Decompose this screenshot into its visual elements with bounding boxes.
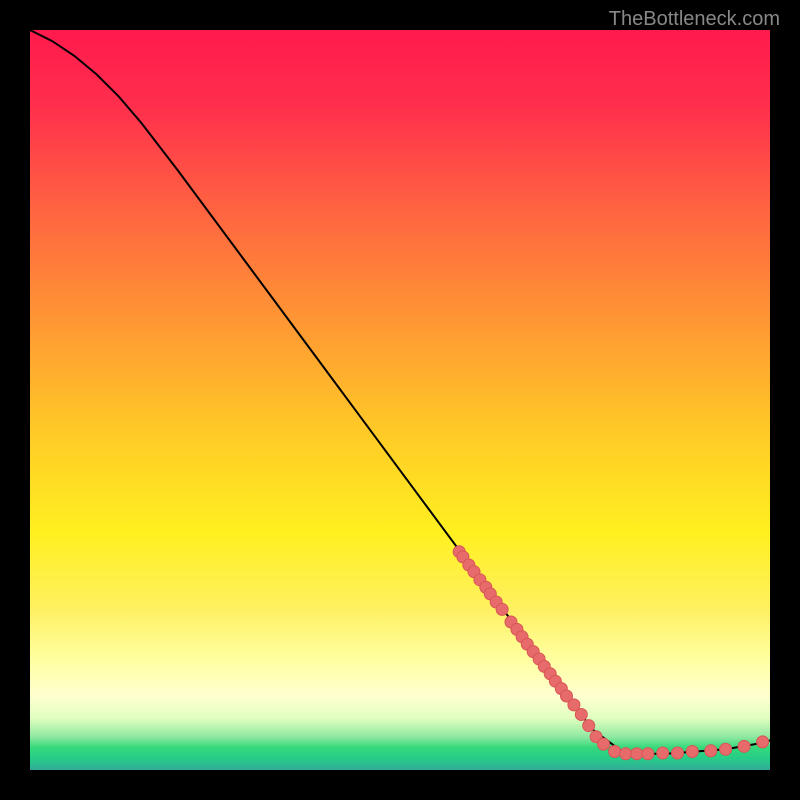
data-marker [738, 740, 750, 752]
data-marker [672, 747, 684, 759]
data-marker [757, 736, 769, 748]
data-marker [496, 603, 508, 615]
bottleneck-chart [30, 30, 770, 770]
data-marker [575, 709, 587, 721]
data-marker [609, 746, 621, 758]
data-marker [583, 720, 595, 732]
chart-background [30, 30, 770, 770]
data-marker [642, 748, 654, 760]
data-marker [620, 748, 632, 760]
chart-svg [30, 30, 770, 770]
data-marker [686, 746, 698, 758]
data-marker [720, 743, 732, 755]
data-marker [705, 745, 717, 757]
data-marker [631, 748, 643, 760]
data-marker [657, 747, 669, 759]
watermark-text: TheBottleneck.com [609, 8, 780, 31]
data-marker [598, 738, 610, 750]
